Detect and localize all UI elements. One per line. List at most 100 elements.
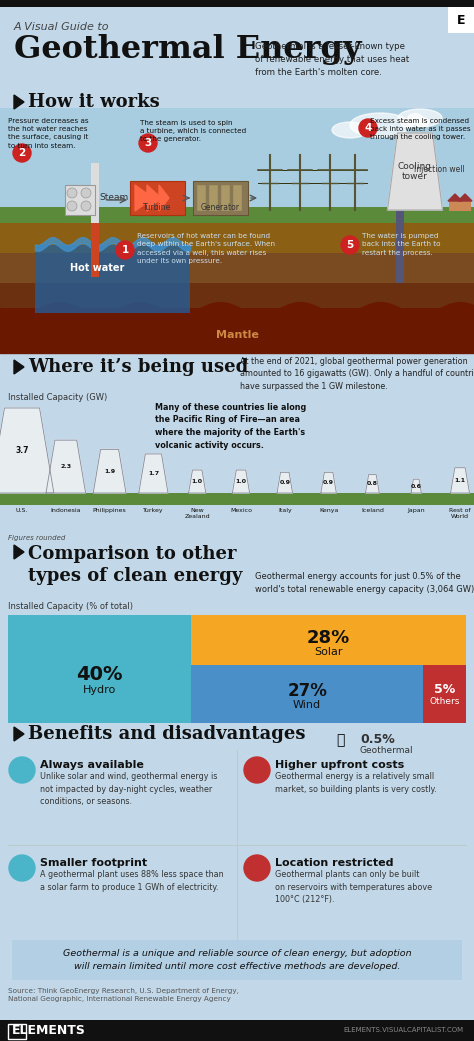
Bar (0, 1020, 474, 1041)
Bar (221, 185, 230, 211)
Text: 1.1: 1.1 (455, 478, 465, 483)
Text: Always available: Always available (40, 760, 144, 770)
Bar (193, 181, 248, 215)
Text: Smaller footprint: Smaller footprint (40, 858, 147, 868)
Bar (191, 615, 466, 665)
Bar (448, 7, 474, 33)
Circle shape (81, 201, 91, 211)
Text: 2: 2 (18, 148, 26, 158)
Text: Turbine: Turbine (143, 203, 171, 212)
Ellipse shape (408, 113, 422, 123)
Text: Geothermal energy accounts for just 0.5% of the
world's total renewable energy c: Geothermal energy accounts for just 0.5%… (255, 572, 474, 593)
Text: How it works: How it works (28, 93, 160, 111)
Polygon shape (411, 479, 421, 493)
Text: ELEMENTS: ELEMENTS (12, 1024, 86, 1037)
Ellipse shape (350, 113, 410, 137)
Text: Hot water: Hot water (70, 263, 124, 273)
Text: 1.0: 1.0 (236, 479, 246, 484)
Bar (449, 201, 461, 211)
Circle shape (9, 855, 35, 881)
Polygon shape (14, 727, 24, 741)
Circle shape (67, 201, 77, 211)
Text: Cooling
tower: Cooling tower (398, 161, 432, 181)
Text: 1: 1 (121, 245, 128, 255)
Circle shape (359, 119, 377, 137)
Text: Italy: Italy (278, 508, 292, 513)
Text: 2.3: 2.3 (60, 464, 72, 469)
Text: Hydro: Hydro (83, 685, 116, 695)
Text: A Visual Guide to: A Visual Guide to (14, 22, 109, 32)
Text: Kenya: Kenya (319, 508, 338, 513)
Text: Wind: Wind (293, 701, 321, 710)
Text: Geothermal energy is a relatively small
market, so building plants is very costl: Geothermal energy is a relatively small … (275, 772, 437, 793)
Text: E: E (457, 14, 465, 26)
Text: Geothermal is a lesser-known type
of renewable energy that uses heat
from the Ea: Geothermal is a lesser-known type of ren… (255, 42, 409, 77)
Text: Higher upfront costs: Higher upfront costs (275, 760, 404, 770)
Text: 4: 4 (365, 123, 372, 133)
Text: Mantle: Mantle (216, 330, 258, 340)
Text: Iceland: Iceland (361, 508, 384, 513)
Text: Many of these countries lie along
the Pacific Ring of Fire—an area
where the maj: Many of these countries lie along the Pa… (155, 403, 306, 450)
Bar (0, 530, 474, 720)
Circle shape (13, 144, 31, 162)
Text: Excess steam is condensed
back into water as it passes
through the cooling tower: Excess steam is condensed back into wate… (370, 118, 471, 141)
Bar (8, 1024, 26, 1039)
Polygon shape (93, 450, 126, 493)
Text: 1.0: 1.0 (191, 479, 203, 484)
Bar (0, 345, 474, 530)
Polygon shape (365, 475, 379, 493)
Bar (459, 201, 471, 211)
Polygon shape (450, 467, 469, 493)
Polygon shape (139, 454, 168, 493)
Text: Generator: Generator (201, 203, 239, 212)
Text: Philippines: Philippines (93, 508, 127, 513)
Text: 🏭: 🏭 (336, 733, 344, 747)
Text: 0.9: 0.9 (323, 480, 334, 485)
Bar (8, 615, 191, 723)
Text: Source: Think GeoEnergy Research, U.S. Department of Energy,
National Geographic: Source: Think GeoEnergy Research, U.S. D… (8, 988, 239, 1002)
Text: 3.7: 3.7 (15, 446, 29, 455)
Polygon shape (135, 185, 153, 211)
Bar (130, 181, 185, 215)
Bar (0, 253, 474, 283)
Text: Indonesia: Indonesia (51, 508, 81, 513)
Text: 0.8: 0.8 (367, 481, 378, 486)
Text: Where it’s being used: Where it’s being used (28, 358, 248, 376)
Text: Unlike solar and wind, geothermal energy is
not impacted by day-night cycles, we: Unlike solar and wind, geothermal energy… (40, 772, 218, 806)
Ellipse shape (398, 109, 442, 127)
Text: Injection well: Injection well (414, 166, 465, 175)
Bar (0, 720, 474, 960)
Polygon shape (46, 440, 86, 493)
Circle shape (81, 188, 91, 198)
Polygon shape (189, 471, 206, 493)
Circle shape (139, 134, 157, 152)
Circle shape (116, 242, 134, 259)
Circle shape (244, 757, 270, 783)
Text: Others: Others (429, 696, 460, 706)
Bar (0, 283, 474, 308)
Polygon shape (14, 360, 24, 374)
Bar (0, 108, 474, 215)
Polygon shape (388, 133, 443, 210)
Text: 1.7: 1.7 (148, 471, 159, 476)
Bar (0, 207, 474, 223)
Ellipse shape (332, 122, 368, 138)
Bar (423, 665, 466, 723)
Text: 0.5%: 0.5% (360, 733, 395, 746)
Bar (35, 245, 190, 313)
Text: Installed Capacity (GW): Installed Capacity (GW) (8, 393, 107, 402)
Text: Solar: Solar (314, 646, 343, 657)
Bar (0, 223, 474, 253)
Polygon shape (147, 185, 161, 211)
Text: 3: 3 (145, 138, 152, 148)
Text: New
Zealand: New Zealand (184, 508, 210, 518)
Text: 0.9: 0.9 (279, 480, 290, 485)
Text: Geothermal: Geothermal (360, 746, 414, 755)
Text: 27%: 27% (287, 682, 327, 701)
Text: U.S.: U.S. (16, 508, 28, 513)
Text: Geothermal is a unique and reliable source of clean energy, but adoption
will re: Geothermal is a unique and reliable sour… (63, 949, 411, 971)
Polygon shape (277, 473, 292, 493)
Bar (209, 185, 218, 211)
Polygon shape (232, 471, 250, 493)
Text: Steam: Steam (99, 194, 128, 203)
